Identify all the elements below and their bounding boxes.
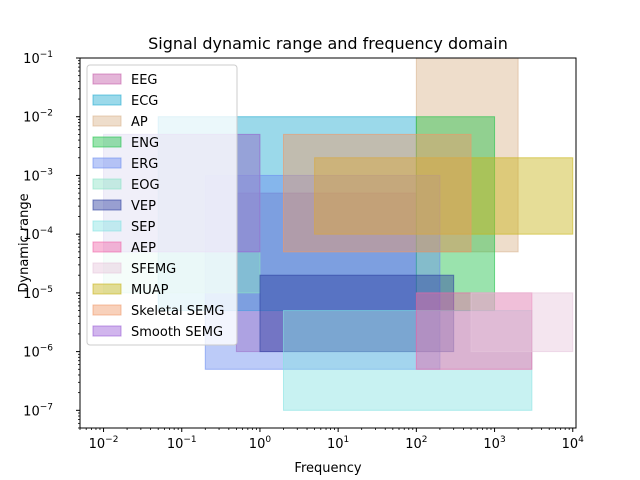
legend-box: [86, 64, 238, 346]
y-tick-label: 10−7: [23, 402, 53, 419]
legend-label-sep: SEP: [131, 220, 155, 235]
x-tick-label: 10−1: [167, 435, 197, 452]
x-tick-label: 100: [249, 435, 272, 452]
x-tick-label: 104: [562, 435, 585, 452]
x-tick-label: 103: [483, 435, 505, 452]
legend-label-erg: ERG: [131, 157, 158, 172]
range-rect-eeg: [235, 192, 417, 353]
legend-swatch-eog: [92, 178, 122, 190]
y-axis-ticks: 10−7 10−6 10−5 10−4 10−3 10−2 10−1: [23, 50, 80, 429]
legend-label-eog: EOG: [131, 178, 160, 193]
legend-swatch-smooth-semg: [92, 325, 122, 337]
range-rect-vep: [259, 274, 455, 353]
chart-title: Signal dynamic range and frequency domai…: [148, 34, 508, 53]
y-tick-label: 10−1: [23, 50, 53, 67]
legend-label-sfemg: SFEMG: [131, 262, 176, 277]
range-rect-muap: [314, 157, 574, 235]
y-tick-label: 10−2: [23, 109, 53, 126]
x-tick-label: 102: [405, 435, 427, 452]
y-tick-label: 10−4: [23, 226, 53, 243]
legend-label-muap: MUAP: [131, 283, 169, 298]
legend: EEG ECG AP ENG ERG EOG VEP SEP AEP SFEMG MUAP Skele…: [86, 64, 238, 346]
legend-label-ap: AP: [131, 115, 148, 130]
legend-swatch-ecg: [92, 94, 122, 106]
y-tick-label: 10−6: [23, 344, 53, 361]
legend-swatch-sfemg: [92, 262, 122, 274]
legend-swatch-vep: [92, 199, 122, 211]
legend-swatch-eeg: [92, 73, 122, 85]
legend-label-skeletal-semg: Skeletal SEMG: [131, 304, 225, 319]
range-rect-eng: [415, 116, 496, 312]
range-rect-sfemg: [470, 292, 574, 353]
legend-swatch-sep: [92, 220, 122, 232]
range-rect-aep: [415, 292, 533, 370]
legend-label-aep: AEP: [131, 241, 156, 256]
legend-swatch-erg: [92, 157, 122, 169]
y-axis-label: Dynamic range: [17, 193, 32, 292]
legend-swatch-muap: [92, 283, 122, 295]
legend-swatch-aep: [92, 241, 122, 253]
legend-label-eeg: EEG: [131, 73, 158, 88]
legend-label-ecg: ECG: [131, 94, 158, 109]
y-tick-label: 10−3: [23, 167, 53, 184]
range-rect-skeletal-semg: [282, 133, 472, 253]
legend-swatch-eng: [92, 136, 122, 148]
y-tick-label: 10−5: [23, 285, 53, 302]
x-tick-label: 101: [327, 435, 349, 452]
legend-label-smooth-semg: Smooth SEMG: [131, 325, 223, 340]
x-axis-ticks: 10−2 10−1 100 101 102 103 104: [79, 428, 585, 452]
range-rect-sep: [282, 310, 533, 411]
x-axis-label: Frequency: [294, 461, 361, 476]
legend-label-vep: VEP: [131, 199, 156, 214]
range-rect-erg: [204, 174, 441, 370]
legend-label-eng: ENG: [131, 136, 159, 151]
legend-swatch-skeletal-semg: [92, 304, 122, 316]
legend-swatch-ap: [92, 115, 122, 127]
x-tick-label: 10−2: [89, 435, 119, 452]
